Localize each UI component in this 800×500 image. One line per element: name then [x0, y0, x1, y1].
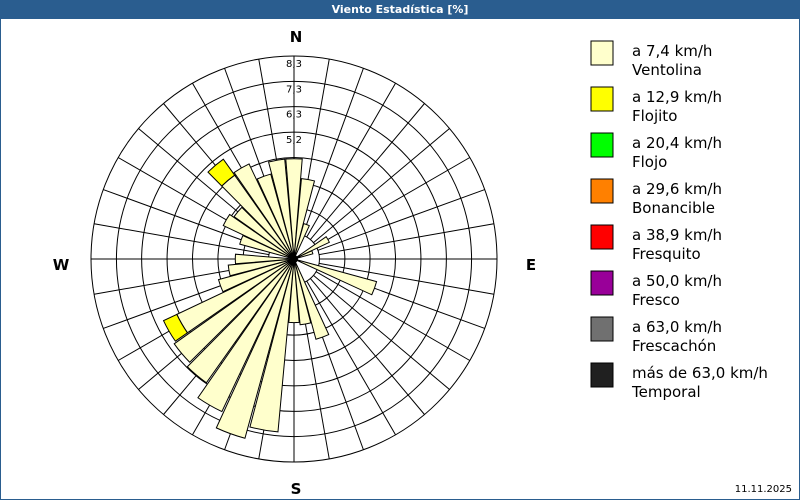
grid-spoke: [315, 157, 471, 247]
compass-east-label: E: [526, 256, 536, 274]
legend-swatch: [590, 270, 614, 296]
ring-label: 6,3: [286, 110, 302, 121]
compass-south-label: S: [291, 480, 302, 498]
grid-spoke: [315, 271, 471, 361]
legend-name-label: Frescachón: [632, 337, 716, 355]
legend-name-label: Flojito: [632, 107, 677, 125]
legend-swatch: [590, 178, 614, 204]
ring-label: 5,2: [286, 135, 302, 146]
legend-name-label: Fresco: [632, 291, 680, 309]
wind-bar-190deg: [249, 258, 295, 433]
compass-north-label: N: [290, 28, 303, 46]
center-hub: [290, 255, 298, 263]
legend-speed-label: a 50,0 km/h: [632, 272, 722, 290]
legend-speed-label: más de 63,0 km/h: [632, 364, 768, 382]
wind-bar-0deg: [285, 158, 303, 260]
grid-spoke: [313, 274, 450, 390]
compass-west-label: W: [53, 256, 70, 274]
chart-bars: [162, 158, 378, 439]
wind-bar-240deg: [162, 313, 189, 342]
legend-speed-label: a 7,4 km/h: [632, 42, 712, 60]
grid-spoke: [309, 103, 425, 240]
wind-bar-300deg: [222, 213, 295, 260]
wind-bar-170deg: [293, 258, 312, 326]
legend-name-label: Fresquito: [632, 245, 701, 263]
legend-name-label: Temporal: [631, 383, 701, 401]
wind-bar-330deg: [233, 163, 295, 260]
footer-date: 11.11.2025: [734, 484, 792, 495]
grid-spoke: [306, 280, 396, 436]
wind-bar-310deg: [233, 206, 295, 260]
legend-name-label: Flojo: [632, 153, 667, 171]
wind-bar-60deg: [293, 236, 331, 260]
wind-bar-260deg: [227, 258, 295, 277]
wind-bar-70deg: [293, 250, 314, 260]
calm-center-dot: [290, 255, 298, 263]
legend-swatch: [590, 316, 614, 342]
legend-name-label: Ventolina: [632, 61, 702, 79]
wind-bar-270deg: [234, 253, 295, 265]
legend-speed-label: a 38,9 km/h: [632, 226, 722, 244]
legend-speed-label: a 20,4 km/h: [632, 134, 722, 152]
legend-swatch: [590, 224, 614, 250]
grid-spoke: [313, 128, 450, 244]
wind-bar-210deg: [197, 258, 295, 413]
wind-bar-110deg: [293, 258, 378, 296]
grid-spoke: [93, 223, 270, 256]
grid-spoke: [318, 223, 495, 256]
grid-spoke: [318, 262, 495, 295]
legend-swatch: [590, 362, 614, 388]
legend-speed-label: a 29,6 km/h: [632, 180, 722, 198]
grid-spoke: [302, 68, 364, 236]
wind-bar-230deg: [173, 258, 295, 363]
legend-swatch: [590, 132, 614, 158]
wind-bar-160deg: [293, 258, 330, 340]
legend-name-label: Bonancible: [632, 199, 715, 217]
grid-spoke: [309, 278, 425, 415]
wind-bar-180deg: [288, 258, 300, 324]
wind-bar-320deg: [207, 158, 236, 187]
wind-bar-340deg: [256, 173, 295, 260]
legend-swatch: [590, 40, 614, 66]
ring-label: 8,3: [286, 59, 302, 70]
legend-speed-label: a 63,0 km/h: [632, 318, 722, 336]
window-title: Viento Estadística [%]: [0, 0, 800, 19]
wind-bar-220deg: [186, 258, 295, 384]
wind-bar-200deg: [215, 258, 295, 439]
legend-swatch: [590, 86, 614, 112]
ring-label: 7,3: [286, 84, 302, 95]
wind-bar-350deg: [267, 158, 295, 260]
wind-bar-20deg: [293, 222, 310, 260]
grid-spoke: [317, 189, 485, 251]
wind-bar-250deg: [217, 258, 295, 293]
grid-spoke: [306, 82, 396, 238]
legend-speed-label: a 12,9 km/h: [632, 88, 722, 106]
